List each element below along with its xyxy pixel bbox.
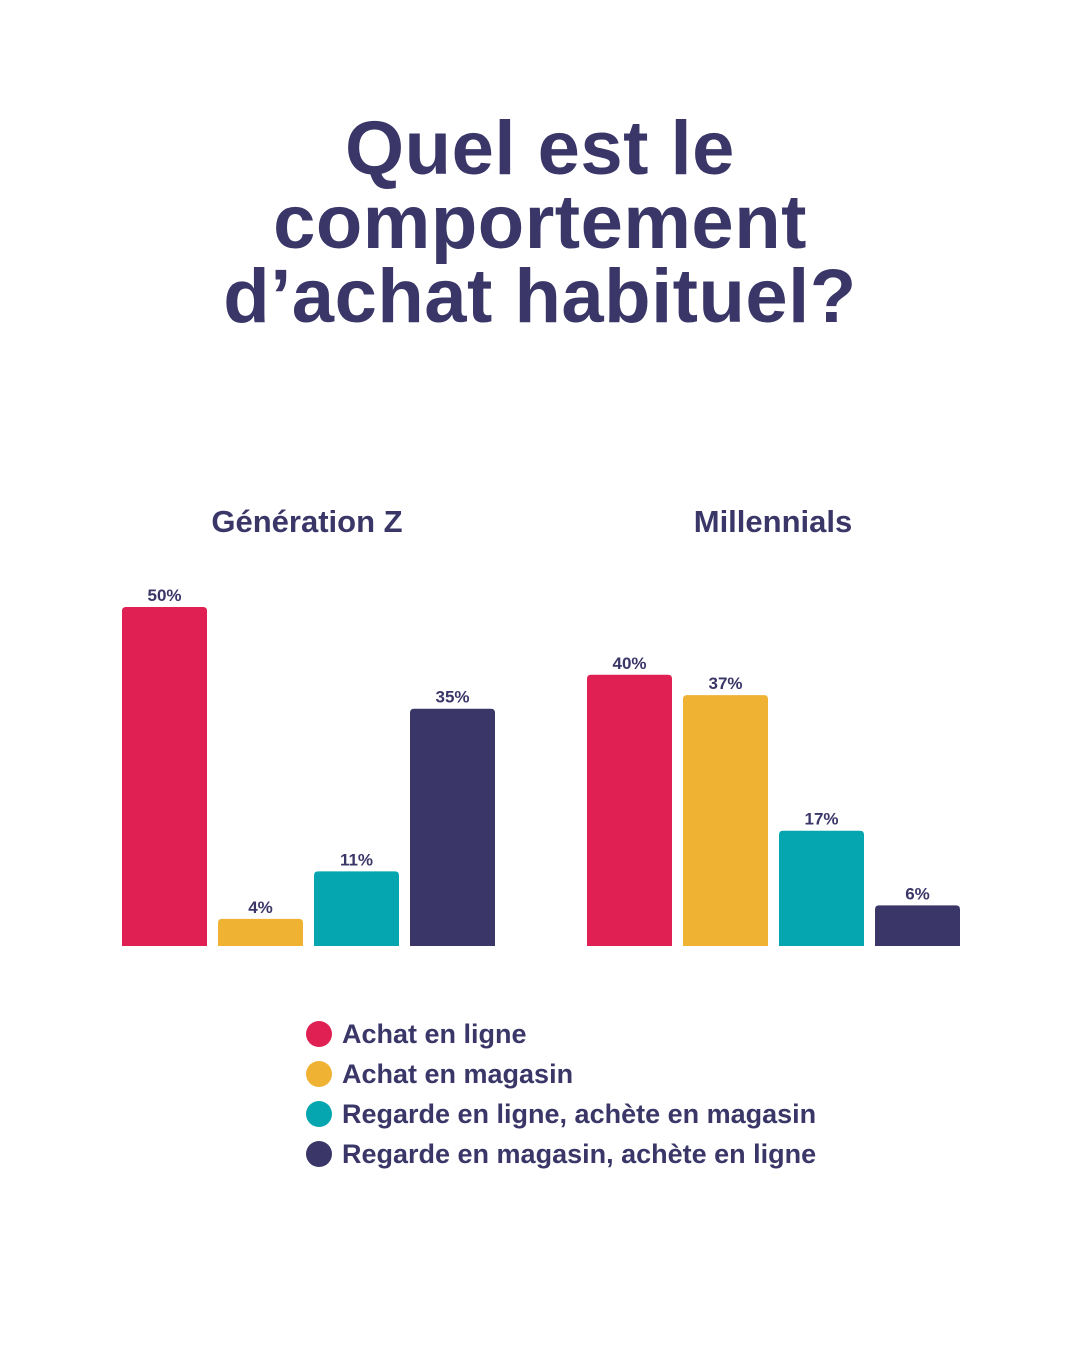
- bar-millennials-1: [683, 695, 768, 946]
- title-line: d’achat habituel?: [223, 254, 857, 339]
- legend: Achat en ligne Achat en magasin Regarde …: [306, 1014, 816, 1174]
- bar-genz-0: [122, 607, 207, 946]
- legend-label: Achat en ligne: [342, 1018, 527, 1049]
- legend-item: Regarde en ligne, achète en magasin: [306, 1094, 816, 1134]
- legend-item: Achat en magasin: [306, 1054, 816, 1094]
- legend-item: Achat en ligne: [306, 1014, 816, 1054]
- data-label: 4%: [248, 898, 273, 917]
- bar-millennials-3: [875, 905, 960, 946]
- millennials-subtitle: Millennials: [693, 504, 853, 539]
- genz-subtitle: Génération Z: [211, 504, 403, 539]
- data-label: 6%: [905, 884, 930, 903]
- bar-chart: 50% 4% 11% 35% 40% 37% 17% 6%: [122, 586, 960, 946]
- data-label: 11%: [340, 850, 373, 869]
- data-label: 37%: [708, 674, 742, 693]
- title-line: Quel est le: [345, 106, 735, 191]
- legend-label: Achat en magasin: [342, 1058, 574, 1089]
- bar-millennials-2: [779, 830, 864, 946]
- title-line: comportement: [273, 180, 807, 265]
- data-label: 50%: [147, 586, 181, 605]
- legend-swatch-icon: [306, 1061, 332, 1087]
- data-label: 40%: [612, 654, 646, 673]
- bar-genz-3: [410, 708, 495, 946]
- legend-label: Regarde en ligne, achète en magasin: [342, 1098, 817, 1129]
- data-label: 17%: [804, 810, 838, 829]
- legend-swatch-icon: [306, 1101, 332, 1127]
- data-label: 35%: [435, 688, 469, 707]
- chart-title: Quel est le comportement d’achat habitue…: [0, 106, 1080, 339]
- legend-swatch-icon: [306, 1021, 332, 1047]
- bar-millennials-0: [587, 674, 672, 946]
- legend-label: Regarde en magasin, achète en ligne: [342, 1138, 817, 1169]
- legend-item: Regarde en magasin, achète en ligne: [306, 1134, 816, 1174]
- bar-genz-1: [218, 918, 303, 946]
- bar-genz-2: [314, 871, 399, 946]
- legend-swatch-icon: [306, 1141, 332, 1167]
